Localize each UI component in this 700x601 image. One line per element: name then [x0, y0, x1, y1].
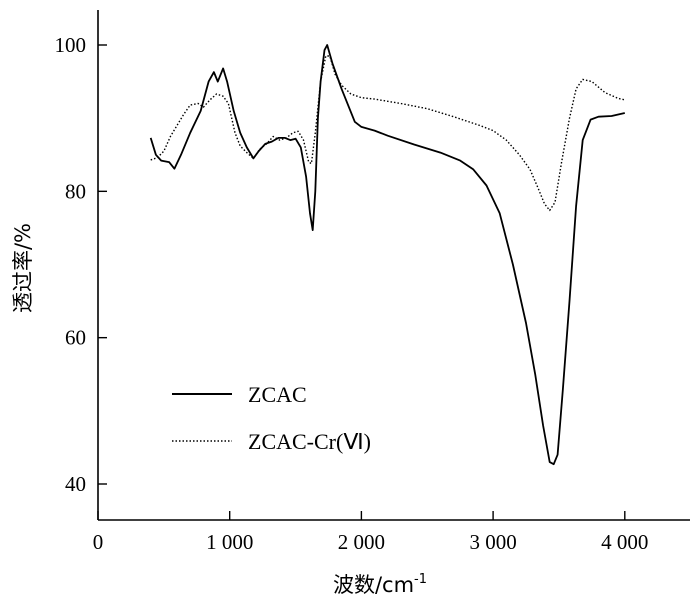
series-line-zcac-cr [150, 55, 625, 212]
x-axis-title: 波数/cm-1 [333, 572, 427, 597]
x-tick-label: 4 000 [601, 530, 648, 554]
y-tick-label: 60 [65, 326, 86, 350]
x-axis-title-sup: -1 [414, 572, 427, 587]
x-tick-label: 0 [93, 530, 104, 554]
y-axis-title: 透过率/% [11, 223, 35, 313]
series-layer [149, 44, 625, 466]
x-tick-label: 3 000 [469, 530, 516, 554]
y-tick-label: 100 [55, 33, 87, 57]
series-line-zcac [149, 44, 625, 466]
y-tick-label: 80 [65, 179, 86, 203]
legend-label-zcac-cr: ZCAC-Cr(Ⅵ) [248, 429, 371, 454]
legend-label-zcac: ZCAC [248, 382, 307, 407]
x-ticks: 0 1 000 2 000 3 000 4 000 [93, 511, 648, 554]
axes [97, 10, 690, 521]
y-ticks: 40 60 80 100 [55, 33, 107, 496]
y-tick-label: 40 [65, 472, 86, 496]
legend: ZCAC ZCAC-Cr(Ⅵ) [172, 382, 371, 454]
x-tick-label: 2 000 [338, 530, 385, 554]
x-axis-title-main: 波数/cm [333, 573, 414, 597]
x-tick-label: 1 000 [206, 530, 253, 554]
